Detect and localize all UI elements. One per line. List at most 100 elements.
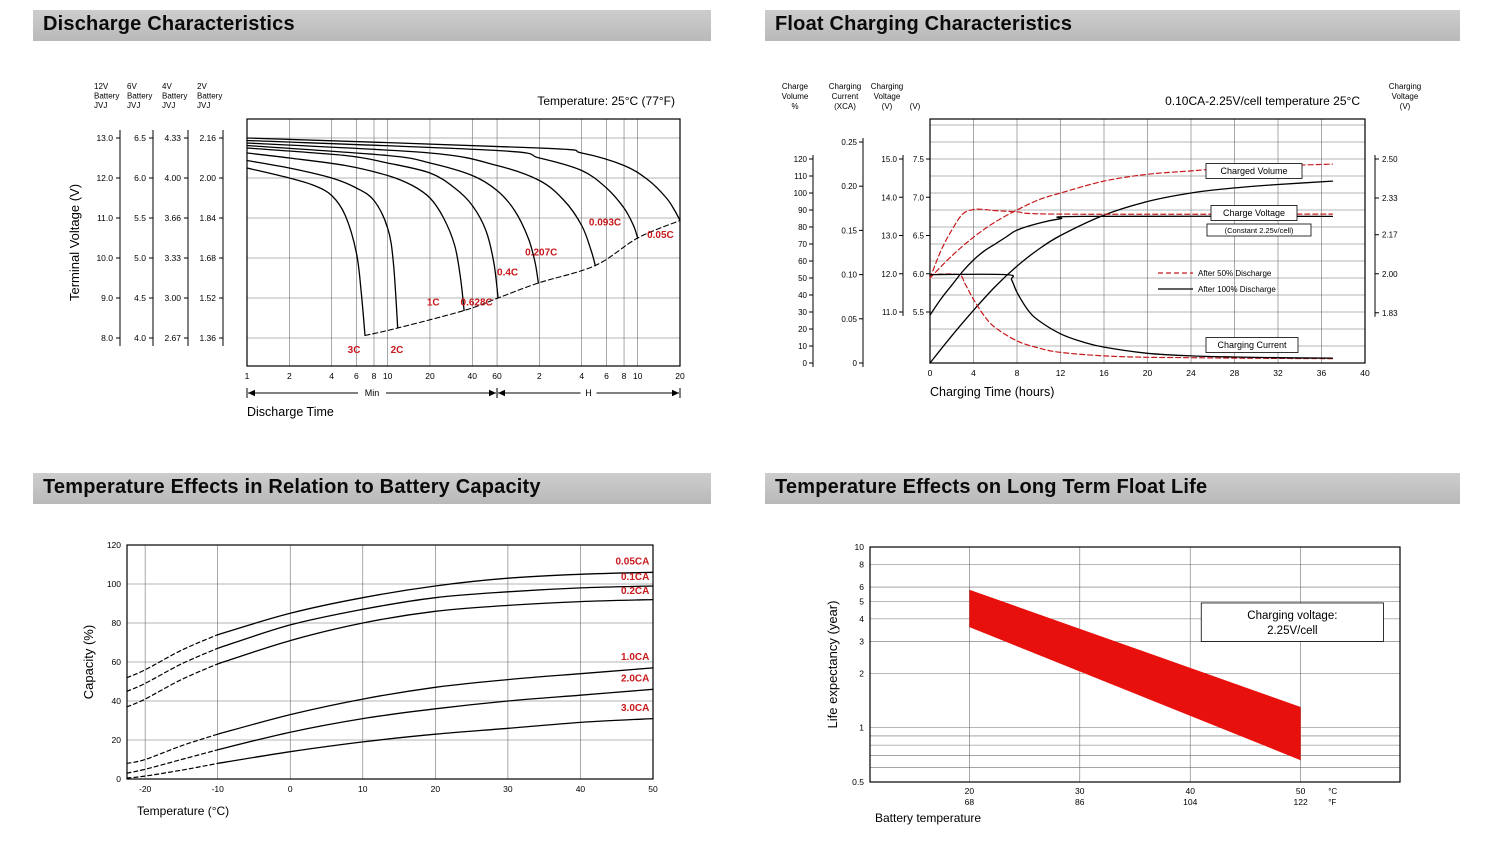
svg-text:2.00: 2.00 [199,173,216,183]
svg-text:Charged Volume: Charged Volume [1220,166,1287,176]
svg-text:30: 30 [1075,786,1085,796]
svg-text:6.0: 6.0 [134,173,146,183]
svg-text:2.67: 2.67 [164,333,181,343]
svg-text:28: 28 [1230,368,1240,378]
svg-text:Life expectancy (year): Life expectancy (year) [825,601,840,729]
svg-text:60: 60 [798,257,807,266]
svg-text:8: 8 [622,371,627,381]
svg-text:0.2CA: 0.2CA [621,586,649,597]
svg-text:8: 8 [372,371,377,381]
svg-text:40: 40 [798,291,807,300]
svg-text:0.093C: 0.093C [589,218,621,229]
svg-text:0.20: 0.20 [841,182,857,191]
svg-text:1: 1 [859,723,864,733]
svg-text:40: 40 [1360,368,1370,378]
svg-text:10: 10 [798,342,807,351]
panel-title-float-life: Temperature Effects on Long Term Float L… [765,473,1460,504]
svg-text:Voltage: Voltage [1392,92,1419,101]
svg-text:12.0: 12.0 [96,173,113,183]
discharge-characteristics-chart: 12VBatteryJVJ13.012.011.010.09.08.06VBat… [33,43,711,431]
svg-text:90: 90 [798,206,807,215]
svg-text:1.83: 1.83 [1382,309,1398,318]
svg-text:0.25: 0.25 [841,138,857,147]
svg-text:100: 100 [107,579,121,589]
svg-text:4: 4 [579,371,584,381]
float-life-band [969,589,1301,761]
svg-text:0.1CA: 0.1CA [621,572,649,583]
panel-title-temperature-capacity: Temperature Effects in Relation to Batte… [33,473,711,504]
svg-text:Charging voltage:: Charging voltage: [1247,610,1337,622]
svg-text:8.0: 8.0 [101,333,113,343]
svg-text:40: 40 [576,784,586,794]
svg-text:(Constant 2.25v/cell): (Constant 2.25v/cell) [1225,226,1294,235]
svg-text:4: 4 [971,368,976,378]
temperature-capacity-plot: 120 100 80 60 40 20 0 -20 -10 0 10 20 30 40 50 Capacity… [81,540,658,818]
svg-text:9.0: 9.0 [101,293,113,303]
svg-text:20: 20 [675,371,685,381]
svg-text:3.33: 3.33 [164,253,181,263]
svg-text:Battery temperature: Battery temperature [875,811,981,825]
svg-text:0.5: 0.5 [852,777,864,787]
svg-text:H: H [585,388,592,398]
svg-text:0: 0 [853,359,858,368]
svg-text:12.0: 12.0 [881,270,897,279]
svg-text:Charging: Charging [1389,82,1421,91]
svg-text:4V: 4V [162,82,172,91]
svg-text:3.0CA: 3.0CA [621,703,649,714]
svg-text:86: 86 [1075,797,1085,807]
svg-text:4: 4 [329,371,334,381]
svg-text:6.5: 6.5 [134,133,146,143]
temperature-capacity-chart: 120 100 80 60 40 20 0 -20 -10 0 10 20 30 40 50 Capacity… [33,506,711,836]
svg-text:0.05C: 0.05C [647,230,674,241]
svg-text:2.25V/cell: 2.25V/cell [1267,625,1318,637]
svg-text:0: 0 [928,368,933,378]
svg-text:2C: 2C [391,345,404,356]
svg-text:80: 80 [112,618,122,628]
svg-text:6: 6 [354,371,359,381]
svg-text:36: 36 [1317,368,1327,378]
svg-text:60: 60 [492,371,502,381]
svg-text:3C: 3C [348,345,361,356]
svg-text:20: 20 [112,735,122,745]
svg-text:0: 0 [288,784,293,794]
svg-text:(V): (V) [882,102,893,111]
svg-text:8: 8 [1015,368,1020,378]
svg-text:20: 20 [431,784,441,794]
svg-text:After 50% Discharge: After 50% Discharge [1198,269,1272,278]
svg-text:Charging Time (hours): Charging Time (hours) [930,385,1054,399]
svg-text:JVJ: JVJ [94,101,107,110]
svg-text:Temperature (°C): Temperature (°C) [137,804,229,818]
svg-text:3.66: 3.66 [164,213,181,223]
svg-text:50: 50 [798,274,807,283]
svg-text:2.00: 2.00 [1382,270,1398,279]
svg-text:5.5: 5.5 [913,308,925,317]
svg-text:°C: °C [1328,787,1337,796]
svg-text:4: 4 [859,614,864,624]
svg-text:Terminal Voltage (V): Terminal Voltage (V) [67,184,82,301]
svg-text:14.0: 14.0 [881,193,897,202]
svg-text:2.0CA: 2.0CA [621,674,649,685]
svg-text:0: 0 [803,359,808,368]
svg-text:20: 20 [425,371,435,381]
svg-text:Capacity (%): Capacity (%) [81,625,96,699]
svg-text:24: 24 [1186,368,1196,378]
svg-text:0: 0 [116,774,121,784]
svg-text:7.0: 7.0 [913,193,925,202]
panel-discharge-characteristics: Discharge Characteristics 12V Battery JVJ 1… [33,10,711,431]
svg-text:Min: Min [365,388,380,398]
svg-text:120: 120 [107,540,121,550]
svg-text:0.4C: 0.4C [497,268,518,279]
svg-text:2.33: 2.33 [1382,194,1398,203]
svg-text:Charge Voltage: Charge Voltage [1223,208,1285,218]
svg-text:32: 32 [1273,368,1283,378]
svg-text:7.5: 7.5 [913,155,925,164]
svg-text:JVJ: JVJ [162,101,175,110]
svg-text:2: 2 [537,371,542,381]
svg-text:Battery: Battery [197,92,222,101]
svg-text:Battery: Battery [94,92,119,101]
svg-text:40: 40 [468,371,478,381]
svg-text:2.16: 2.16 [199,133,216,143]
svg-text:20: 20 [965,786,975,796]
svg-text:(XCA): (XCA) [834,102,856,111]
